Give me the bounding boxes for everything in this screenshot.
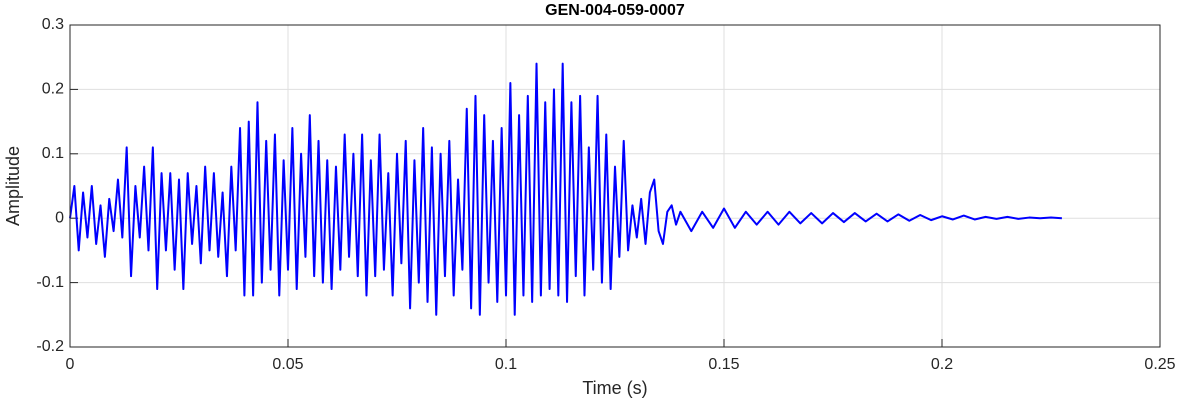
y-tick-label: 0.3	[42, 16, 64, 33]
y-tick-label: 0.2	[42, 81, 64, 98]
x-tick-label: 0.2	[931, 356, 953, 373]
chart-title: GEN-004-059-0007	[545, 2, 685, 19]
x-tick-label: 0	[66, 356, 75, 373]
plot-box	[69, 24, 1161, 348]
signal-line	[69, 62, 1062, 316]
x-tick-label: 0.1	[495, 356, 517, 373]
x-tick-label: 0.25	[1144, 356, 1175, 373]
y-tick-label: 0	[55, 209, 64, 226]
y-tick-label: -0.2	[36, 338, 64, 355]
x-axis-label: Time (s)	[582, 378, 647, 398]
y-axis-label: Amplitude	[3, 146, 23, 226]
x-tick-label: 0.15	[708, 356, 739, 373]
x-tick-label: 0.05	[272, 356, 303, 373]
y-tick-label: 0.1	[42, 145, 64, 162]
y-tick-label: -0.1	[36, 274, 64, 291]
